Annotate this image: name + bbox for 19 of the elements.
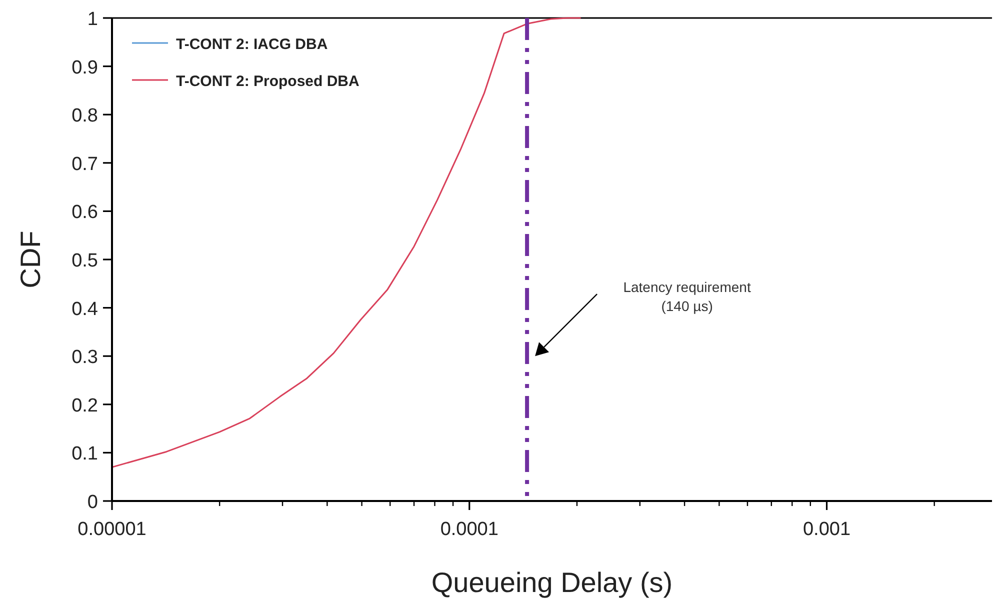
y-tick-label: 0.2 <box>72 395 98 416</box>
x-axis-title: Queueing Delay (s) <box>431 567 673 598</box>
y-tick-label: 0.5 <box>72 250 98 272</box>
x-tick-label: 0.001 <box>802 519 851 540</box>
y-tick-label: 1 <box>87 9 98 30</box>
y-tick-label: 0.9 <box>72 57 98 78</box>
legend-label: T-CONT 2: IACG DBA <box>176 36 328 53</box>
y-tick-label: 0 <box>87 492 98 513</box>
x-tick-label: 0.0001 <box>440 519 498 540</box>
y-tick-label: 0.4 <box>72 298 98 320</box>
x-tick-label: 0.00001 <box>78 519 146 540</box>
y-tick-label: 0.8 <box>72 106 98 127</box>
y-tick-label: 0.7 <box>72 154 98 175</box>
legend-label: T-CONT 2: Proposed DBA <box>176 73 360 90</box>
y-tick-label: 0.3 <box>72 347 98 368</box>
y-axis-title: CDF <box>15 230 46 288</box>
y-tick-label: 0.1 <box>72 444 98 465</box>
y-tick-label: 0.6 <box>72 202 98 224</box>
annotation: Latency requirement (140 µs) <box>623 279 751 314</box>
